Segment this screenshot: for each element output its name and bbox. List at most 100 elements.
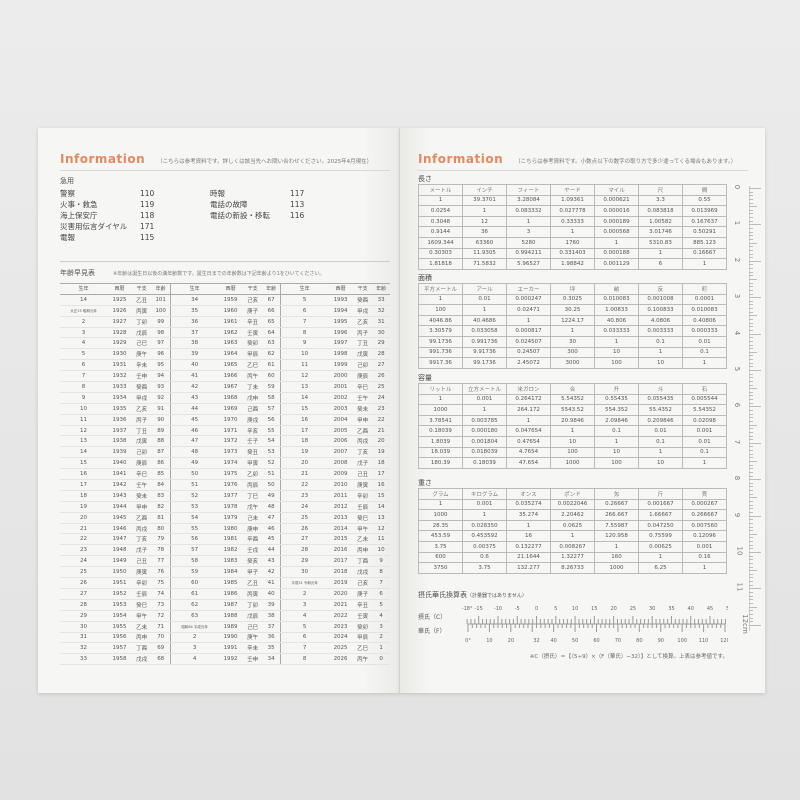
age: 101 bbox=[151, 294, 170, 306]
table-row: 7 1932 壬申 94 bbox=[60, 370, 170, 383]
western-year: 1984 bbox=[218, 566, 243, 579]
western-year: 1972 bbox=[218, 435, 243, 448]
age: 1 bbox=[372, 642, 390, 655]
age: 4 bbox=[372, 610, 390, 622]
zodiac: 甲午 bbox=[352, 523, 373, 535]
western-year: 1942 bbox=[107, 479, 132, 491]
cell: 0.000333 bbox=[682, 325, 727, 337]
celsius-tick-label: 25 bbox=[630, 606, 636, 612]
celsius-tick-label: 5 bbox=[554, 606, 557, 612]
cell: 1.98842 bbox=[550, 258, 595, 270]
age: 81 bbox=[151, 512, 170, 524]
age: 45 bbox=[262, 533, 280, 546]
era-year: 8 bbox=[280, 653, 329, 666]
ruler-tick bbox=[749, 410, 753, 412]
cell: 0.33333 bbox=[550, 215, 595, 228]
era-year: 25 bbox=[60, 566, 108, 579]
table-row: 28.35 0.028350 1 0.0625 7.55987 0.047250 0.007… bbox=[418, 519, 727, 532]
cell: 0.000189 bbox=[594, 215, 639, 228]
era-year: 14 bbox=[280, 392, 329, 404]
western-year: 1989 bbox=[218, 621, 243, 633]
ruler-tick bbox=[749, 479, 761, 481]
zodiac: 戊子 bbox=[131, 544, 152, 557]
zodiac: 甲戌 bbox=[131, 392, 152, 404]
ruler-tick bbox=[749, 544, 753, 546]
western-year: 2000 bbox=[328, 370, 353, 383]
age: 0 bbox=[372, 653, 390, 666]
table-row: 1 39.3701 3.28084 1.09361 0.000621 3.3 0.55 bbox=[418, 194, 727, 207]
era-year: 大正15 昭和元年 bbox=[60, 305, 108, 317]
zodiac: 丙子 bbox=[131, 414, 152, 426]
cell: 1 bbox=[550, 325, 595, 337]
ruler-tick bbox=[749, 602, 753, 604]
era-year: 43 bbox=[170, 392, 219, 404]
age: 46 bbox=[262, 523, 280, 535]
cell: 0.000188 bbox=[594, 247, 639, 260]
table-row: 30 1955 乙未 71 bbox=[60, 621, 170, 633]
age: 64 bbox=[262, 327, 280, 339]
ruler-tick bbox=[749, 293, 753, 295]
age: 48 bbox=[262, 501, 280, 513]
age: 24 bbox=[372, 392, 390, 404]
cell: 1 bbox=[550, 226, 595, 238]
cell: 0.000621 bbox=[594, 194, 639, 207]
celsius-tick-label: 20 bbox=[610, 606, 616, 612]
column-header: 貫 bbox=[682, 488, 727, 500]
table-row: 54 1979 己未 47 bbox=[170, 512, 280, 524]
western-year: 1991 bbox=[218, 642, 243, 655]
table-row: 6 1994 甲戌 32 bbox=[280, 305, 390, 317]
table-row: 20 1945 乙酉 81 bbox=[60, 512, 170, 524]
cell: 1 bbox=[418, 194, 463, 207]
ruler-tick bbox=[749, 271, 753, 273]
service-name: 時報 bbox=[210, 189, 225, 198]
age: 92 bbox=[151, 392, 170, 404]
zodiac: 甲午 bbox=[131, 610, 152, 622]
era-year: 26 bbox=[60, 577, 108, 589]
ruler-tick bbox=[749, 613, 753, 615]
header-row: 平方メートル アール エーカー坪畝反町 bbox=[418, 283, 727, 295]
ruler-tick bbox=[749, 322, 753, 324]
column-header: 年齢 bbox=[151, 283, 170, 295]
age: 71 bbox=[151, 621, 170, 633]
cell: 0.40806 bbox=[682, 314, 727, 327]
western-year: 1998 bbox=[328, 348, 353, 361]
cell: 1000 bbox=[550, 457, 595, 469]
ruler-tick bbox=[749, 413, 753, 415]
celsius-tick-label: 15 bbox=[591, 606, 597, 612]
ruler-tick bbox=[749, 391, 753, 393]
area-table: 平方メートル アール エーカー坪畝反町 1 0.01 0.000247 0.3025 0.01… bbox=[418, 283, 727, 369]
cell: 1000 bbox=[418, 509, 463, 521]
table-row: 14 1939 己卯 87 bbox=[60, 446, 170, 459]
era-year: 56 bbox=[170, 533, 219, 546]
zodiac: 辛未 bbox=[242, 642, 263, 655]
age: 47 bbox=[262, 512, 280, 524]
zodiac: 戊子 bbox=[352, 457, 373, 470]
ruler-tick bbox=[749, 315, 757, 317]
age: 10 bbox=[372, 544, 390, 557]
left-page: Information （こちらは参考資料です。詳しくは該当先へお問い合わせくだ… bbox=[38, 128, 400, 693]
header-row: 生年 西暦 干支 年齢 bbox=[60, 283, 170, 295]
western-year: 2007 bbox=[328, 446, 353, 459]
western-year: 2002 bbox=[328, 392, 353, 404]
cell: 1.00833 bbox=[594, 304, 639, 316]
table-row: 28 1953 癸巳 73 bbox=[60, 599, 170, 611]
age: 50 bbox=[262, 479, 280, 491]
cell: 0.01 bbox=[682, 435, 727, 448]
western-year: 2004 bbox=[328, 414, 353, 426]
emergency-item: 時報 117 bbox=[210, 188, 340, 199]
column-header: キログラム bbox=[462, 488, 507, 500]
table-row: 7 2025 乙巳 1 bbox=[280, 642, 390, 655]
table-row: 9 1997 丁丑 29 bbox=[280, 337, 390, 350]
cell: 3.01746 bbox=[638, 226, 683, 238]
era-year: 25 bbox=[280, 512, 329, 524]
era-year: 17 bbox=[60, 479, 108, 491]
age: 79 bbox=[151, 533, 170, 546]
ruler-tick bbox=[749, 439, 753, 441]
cell: 1 bbox=[594, 540, 639, 553]
weight-title: 重さ bbox=[418, 479, 432, 487]
ruler-tick bbox=[749, 242, 757, 244]
table-row: 0.0254 1 0.083332 0.027778 0.000016 0.083818 0… bbox=[418, 205, 727, 217]
cell: 0.55 bbox=[682, 194, 727, 207]
cell: 1.8039 bbox=[418, 435, 463, 448]
cell: 0.013969 bbox=[682, 205, 727, 217]
